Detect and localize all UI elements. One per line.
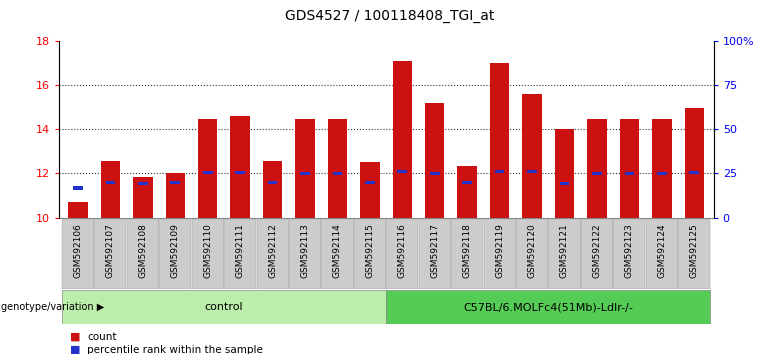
Bar: [296, 119, 315, 218]
Bar: [198, 119, 218, 218]
Bar: [159, 219, 191, 289]
Text: genotype/variation ▶: genotype/variation ▶: [1, 302, 104, 312]
Bar: [236, 171, 245, 174]
Text: GSM592107: GSM592107: [106, 223, 115, 278]
Bar: [398, 170, 407, 173]
Bar: [289, 219, 321, 289]
Bar: [484, 219, 516, 289]
Bar: [332, 172, 342, 175]
Bar: [257, 219, 289, 289]
Bar: [105, 181, 115, 184]
Text: GSM592112: GSM592112: [268, 223, 277, 278]
Text: control: control: [204, 302, 243, 312]
Text: GSM592123: GSM592123: [625, 223, 634, 278]
Bar: [133, 177, 153, 218]
Bar: [94, 219, 126, 289]
Text: GDS4527 / 100118408_TGI_at: GDS4527 / 100118408_TGI_at: [285, 9, 495, 23]
Bar: [559, 182, 569, 185]
Bar: [101, 161, 120, 218]
Bar: [360, 162, 380, 218]
Text: GSM592120: GSM592120: [527, 223, 537, 278]
Text: GSM592116: GSM592116: [398, 223, 407, 278]
Bar: [300, 172, 310, 175]
Text: GSM592122: GSM592122: [593, 223, 601, 278]
Text: GSM592117: GSM592117: [431, 223, 439, 278]
Text: GSM592114: GSM592114: [333, 223, 342, 278]
Bar: [354, 219, 386, 289]
Text: percentile rank within the sample: percentile rank within the sample: [87, 345, 263, 354]
Bar: [516, 219, 548, 289]
Bar: [613, 219, 645, 289]
Text: GSM592121: GSM592121: [560, 223, 569, 278]
Bar: [457, 166, 477, 218]
Bar: [490, 63, 509, 218]
Bar: [165, 173, 185, 218]
Bar: [625, 172, 634, 175]
Bar: [592, 172, 602, 175]
Text: GSM592110: GSM592110: [204, 223, 212, 278]
Bar: [392, 61, 412, 218]
Bar: [138, 182, 147, 185]
Bar: [619, 119, 639, 218]
Bar: [523, 94, 542, 218]
Bar: [365, 181, 374, 184]
Bar: [657, 172, 667, 175]
Bar: [73, 186, 83, 189]
Bar: [690, 171, 699, 174]
Bar: [224, 219, 256, 289]
Bar: [192, 219, 224, 289]
Bar: [430, 172, 440, 175]
Text: GSM592113: GSM592113: [300, 223, 310, 278]
Bar: [419, 219, 451, 289]
Bar: [425, 103, 445, 218]
Text: GSM592115: GSM592115: [365, 223, 374, 278]
Text: GSM592119: GSM592119: [495, 223, 504, 278]
Bar: [646, 219, 678, 289]
Text: GSM592109: GSM592109: [171, 223, 179, 278]
Bar: [321, 219, 353, 289]
Text: C57BL/6.MOLFc4(51Mb)-Ldlr-/-: C57BL/6.MOLFc4(51Mb)-Ldlr-/-: [463, 302, 633, 312]
Bar: [548, 219, 580, 289]
Text: GSM592124: GSM592124: [658, 223, 666, 278]
Bar: [451, 219, 484, 289]
Bar: [652, 119, 672, 218]
Bar: [527, 170, 537, 173]
Bar: [62, 219, 94, 289]
Bar: [581, 219, 613, 289]
Text: GSM592118: GSM592118: [463, 223, 472, 278]
Bar: [495, 170, 505, 173]
Text: GSM592106: GSM592106: [73, 223, 83, 278]
Bar: [68, 202, 87, 218]
Bar: [386, 290, 711, 324]
Bar: [386, 219, 418, 289]
Bar: [230, 116, 250, 218]
Bar: [203, 171, 213, 174]
Text: GSM592125: GSM592125: [690, 223, 699, 278]
Bar: [555, 129, 574, 218]
Bar: [62, 290, 386, 324]
Bar: [463, 181, 472, 184]
Bar: [263, 161, 282, 218]
Text: ■: ■: [70, 332, 80, 342]
Text: GSM592108: GSM592108: [138, 223, 147, 278]
Bar: [678, 219, 711, 289]
Text: GSM592111: GSM592111: [236, 223, 245, 278]
Bar: [170, 181, 180, 184]
Bar: [685, 108, 704, 218]
Bar: [328, 119, 347, 218]
Bar: [268, 181, 278, 184]
Bar: [587, 119, 607, 218]
Bar: [127, 219, 159, 289]
Text: count: count: [87, 332, 117, 342]
Text: ■: ■: [70, 345, 80, 354]
